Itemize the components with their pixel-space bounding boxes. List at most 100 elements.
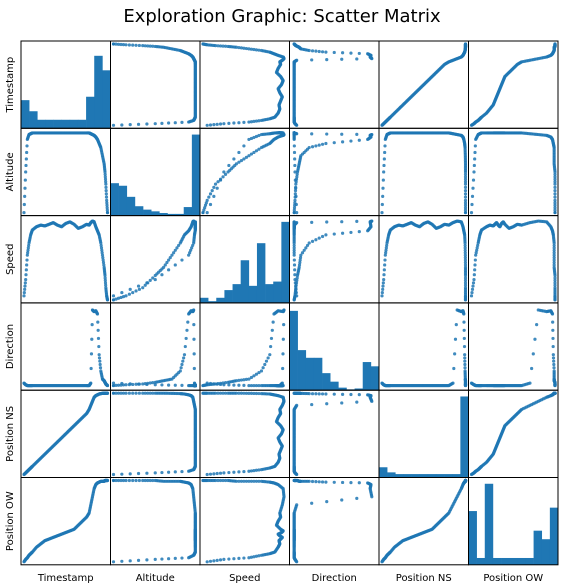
scatter-point	[317, 236, 321, 240]
scatter-point	[295, 172, 299, 176]
cell-altitude-vs-altitude	[110, 127, 201, 217]
scatter-point	[237, 378, 241, 382]
scatter-point	[100, 248, 104, 252]
scatter-point	[90, 323, 94, 327]
scatter-point	[553, 192, 557, 196]
scatter-point	[553, 391, 557, 395]
scatter-point	[463, 201, 468, 205]
hist-bar	[159, 213, 168, 216]
scatter-point	[314, 49, 318, 53]
scatter-point	[216, 180, 220, 184]
cell-frame	[468, 127, 559, 217]
scatter-point	[208, 123, 213, 127]
scatter-point	[218, 44, 223, 48]
scatter-point	[237, 391, 241, 395]
scatter-point	[317, 392, 321, 396]
scatter-point	[226, 478, 230, 483]
scatter-point	[302, 248, 306, 252]
y-axis-label-position-ow: Position OW	[5, 491, 16, 551]
scatter-point	[151, 44, 155, 48]
scatter-point	[463, 383, 468, 388]
scatter-point	[237, 45, 241, 50]
scatter-point	[163, 263, 167, 267]
scatter-point	[257, 468, 261, 472]
scatter-point	[266, 356, 270, 360]
cell-frame	[289, 477, 380, 566]
scatter-point	[131, 43, 135, 47]
scatter-point	[295, 278, 299, 282]
scatter-point	[167, 557, 171, 561]
scatter-point	[120, 123, 124, 127]
scatter-point	[131, 391, 135, 395]
scatter-point	[23, 284, 27, 288]
scatter-point	[124, 294, 128, 298]
scatter-point	[101, 256, 105, 260]
scatter-point	[553, 42, 557, 46]
scatter-point	[469, 294, 474, 298]
scatter-point	[295, 276, 299, 280]
scatter-point	[143, 478, 147, 483]
cell-direction-vs-direction	[289, 302, 380, 391]
scatter-point	[124, 43, 128, 47]
scatter-point	[187, 312, 191, 316]
scatter-point	[111, 472, 116, 477]
cell-position-ow-vs-position-ns	[378, 477, 469, 566]
scatter-point	[146, 381, 150, 385]
scatter-point	[111, 294, 116, 298]
scatter-point	[263, 362, 267, 367]
scatter-point	[104, 192, 108, 196]
scatter-point	[463, 366, 467, 370]
scatter-point	[153, 273, 157, 278]
scatter-point	[471, 284, 475, 288]
scatter-point	[153, 383, 157, 387]
scatter-point	[226, 391, 230, 395]
hist-bar	[427, 474, 437, 478]
scatter-point	[261, 366, 265, 370]
scatter-point	[294, 185, 298, 189]
scatter-point	[249, 555, 254, 559]
scatter-point	[310, 145, 315, 149]
scatter-point	[463, 256, 467, 260]
scatter-point	[320, 50, 325, 54]
scatter-point	[242, 469, 246, 474]
scatter-point	[553, 298, 557, 302]
cell-speed-vs-speed	[199, 215, 290, 304]
scatter-point	[293, 170, 297, 174]
hist-bar	[216, 297, 225, 303]
scatter-point	[120, 472, 124, 476]
scatter-point	[462, 344, 467, 349]
scatter-point	[242, 120, 246, 124]
scatter-point	[314, 238, 318, 242]
scatter-point	[470, 290, 474, 295]
scatter-point	[552, 258, 556, 262]
scatter-point	[552, 253, 556, 257]
scatter-point	[384, 248, 388, 252]
scatter-point	[470, 194, 475, 198]
scatter-point	[293, 268, 297, 272]
scatter-point	[242, 556, 246, 560]
scatter-point	[116, 296, 121, 300]
scatter-point	[114, 383, 118, 388]
cell-frame	[110, 477, 201, 566]
scatter-point	[244, 479, 249, 483]
scatter-point	[257, 370, 261, 375]
scatter-point	[173, 470, 177, 474]
scatter-point	[119, 478, 123, 483]
scatter-point	[553, 383, 557, 388]
cell-position-ns-vs-position-ns	[378, 389, 469, 479]
scatter-point	[471, 178, 476, 182]
scatter-point	[298, 260, 302, 265]
scatter-point	[453, 337, 458, 341]
scatter-point	[252, 383, 256, 388]
scatter-point	[282, 323, 286, 327]
hist-bar	[77, 119, 87, 129]
scatter-point	[294, 182, 298, 186]
hist-bar	[370, 366, 380, 391]
scatter-point	[292, 263, 297, 267]
scatter-point	[249, 136, 254, 141]
scatter-point	[340, 401, 344, 405]
scatter-point	[552, 366, 556, 370]
scatter-point	[320, 392, 325, 396]
scatter-point	[226, 44, 230, 49]
scatter-point	[165, 260, 169, 265]
